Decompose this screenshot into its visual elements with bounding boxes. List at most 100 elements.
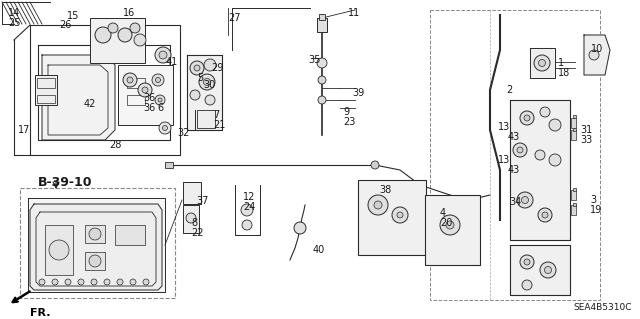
Text: SEA4B5310C: SEA4B5310C <box>573 303 632 312</box>
Circle shape <box>190 90 200 100</box>
Circle shape <box>117 279 123 285</box>
Circle shape <box>440 215 460 235</box>
Circle shape <box>39 279 45 285</box>
Text: 1: 1 <box>558 58 564 68</box>
Polygon shape <box>584 35 610 75</box>
Circle shape <box>130 279 136 285</box>
Text: 39: 39 <box>352 88 364 98</box>
Text: 43: 43 <box>508 165 520 175</box>
Circle shape <box>204 78 211 85</box>
Bar <box>573 203 576 206</box>
Circle shape <box>163 125 168 130</box>
Circle shape <box>152 74 164 86</box>
Circle shape <box>134 34 146 46</box>
Circle shape <box>517 192 533 208</box>
Bar <box>573 128 576 131</box>
Circle shape <box>318 96 326 104</box>
Polygon shape <box>28 198 165 292</box>
Circle shape <box>542 212 548 218</box>
Circle shape <box>159 122 171 134</box>
Text: 2: 2 <box>506 85 512 95</box>
Circle shape <box>89 228 101 240</box>
Circle shape <box>374 201 382 209</box>
Text: FR.: FR. <box>30 308 51 318</box>
Circle shape <box>589 50 599 60</box>
Circle shape <box>91 279 97 285</box>
Text: 24: 24 <box>243 202 255 212</box>
Circle shape <box>242 220 252 230</box>
Circle shape <box>143 279 149 285</box>
Bar <box>85 225 105 243</box>
Circle shape <box>190 61 204 75</box>
Circle shape <box>540 262 556 278</box>
Text: 40: 40 <box>313 245 325 255</box>
Circle shape <box>294 222 306 234</box>
Text: 25: 25 <box>8 18 20 28</box>
Circle shape <box>159 51 167 59</box>
Text: 21: 21 <box>213 120 225 130</box>
Text: 11: 11 <box>348 8 360 18</box>
Text: 16: 16 <box>123 8 135 18</box>
Circle shape <box>156 78 161 83</box>
Text: 36: 36 <box>143 103 156 113</box>
Circle shape <box>204 59 216 71</box>
Text: 14: 14 <box>8 8 20 18</box>
Bar <box>317 18 327 32</box>
Circle shape <box>49 240 69 260</box>
Bar <box>20 188 175 298</box>
Text: 36: 36 <box>143 93 156 103</box>
Bar <box>571 190 576 200</box>
Circle shape <box>142 87 148 93</box>
Circle shape <box>317 58 327 68</box>
Text: 22: 22 <box>191 228 204 238</box>
Bar <box>319 14 325 20</box>
Bar <box>115 225 145 245</box>
Circle shape <box>155 47 171 63</box>
Bar <box>85 252 105 270</box>
Bar <box>165 162 173 168</box>
Circle shape <box>522 197 529 204</box>
Text: 7: 7 <box>213 110 220 120</box>
Circle shape <box>186 213 196 223</box>
Bar <box>430 10 600 300</box>
Circle shape <box>535 150 545 160</box>
Circle shape <box>397 212 403 218</box>
Text: 31: 31 <box>580 125 592 135</box>
Text: 4: 4 <box>440 208 446 218</box>
Bar <box>573 115 576 118</box>
Circle shape <box>318 76 326 84</box>
Circle shape <box>78 279 84 285</box>
Circle shape <box>371 161 379 169</box>
Circle shape <box>517 147 523 153</box>
Bar <box>183 205 199 233</box>
Text: 12: 12 <box>243 192 255 202</box>
Circle shape <box>540 107 550 117</box>
Text: 5: 5 <box>197 73 204 83</box>
Polygon shape <box>30 204 162 290</box>
Text: 15: 15 <box>67 11 79 21</box>
Text: 30: 30 <box>203 80 215 90</box>
Circle shape <box>545 266 552 273</box>
Circle shape <box>158 98 162 102</box>
Circle shape <box>368 195 388 215</box>
Bar <box>358 180 426 255</box>
Circle shape <box>534 55 550 71</box>
Circle shape <box>199 74 215 90</box>
Text: 38: 38 <box>379 185 391 195</box>
Text: 6: 6 <box>157 103 163 113</box>
Text: 33: 33 <box>580 135 592 145</box>
Bar <box>37 95 55 103</box>
Bar <box>197 110 215 128</box>
Circle shape <box>524 115 530 121</box>
Bar <box>118 65 173 125</box>
Text: 35: 35 <box>308 55 321 65</box>
Text: 3: 3 <box>590 195 596 205</box>
Circle shape <box>108 23 118 33</box>
Bar <box>35 75 57 105</box>
Bar <box>127 95 145 105</box>
Circle shape <box>127 77 133 83</box>
Circle shape <box>123 73 137 87</box>
Text: 23: 23 <box>343 117 355 127</box>
Circle shape <box>104 279 110 285</box>
Circle shape <box>95 27 111 43</box>
